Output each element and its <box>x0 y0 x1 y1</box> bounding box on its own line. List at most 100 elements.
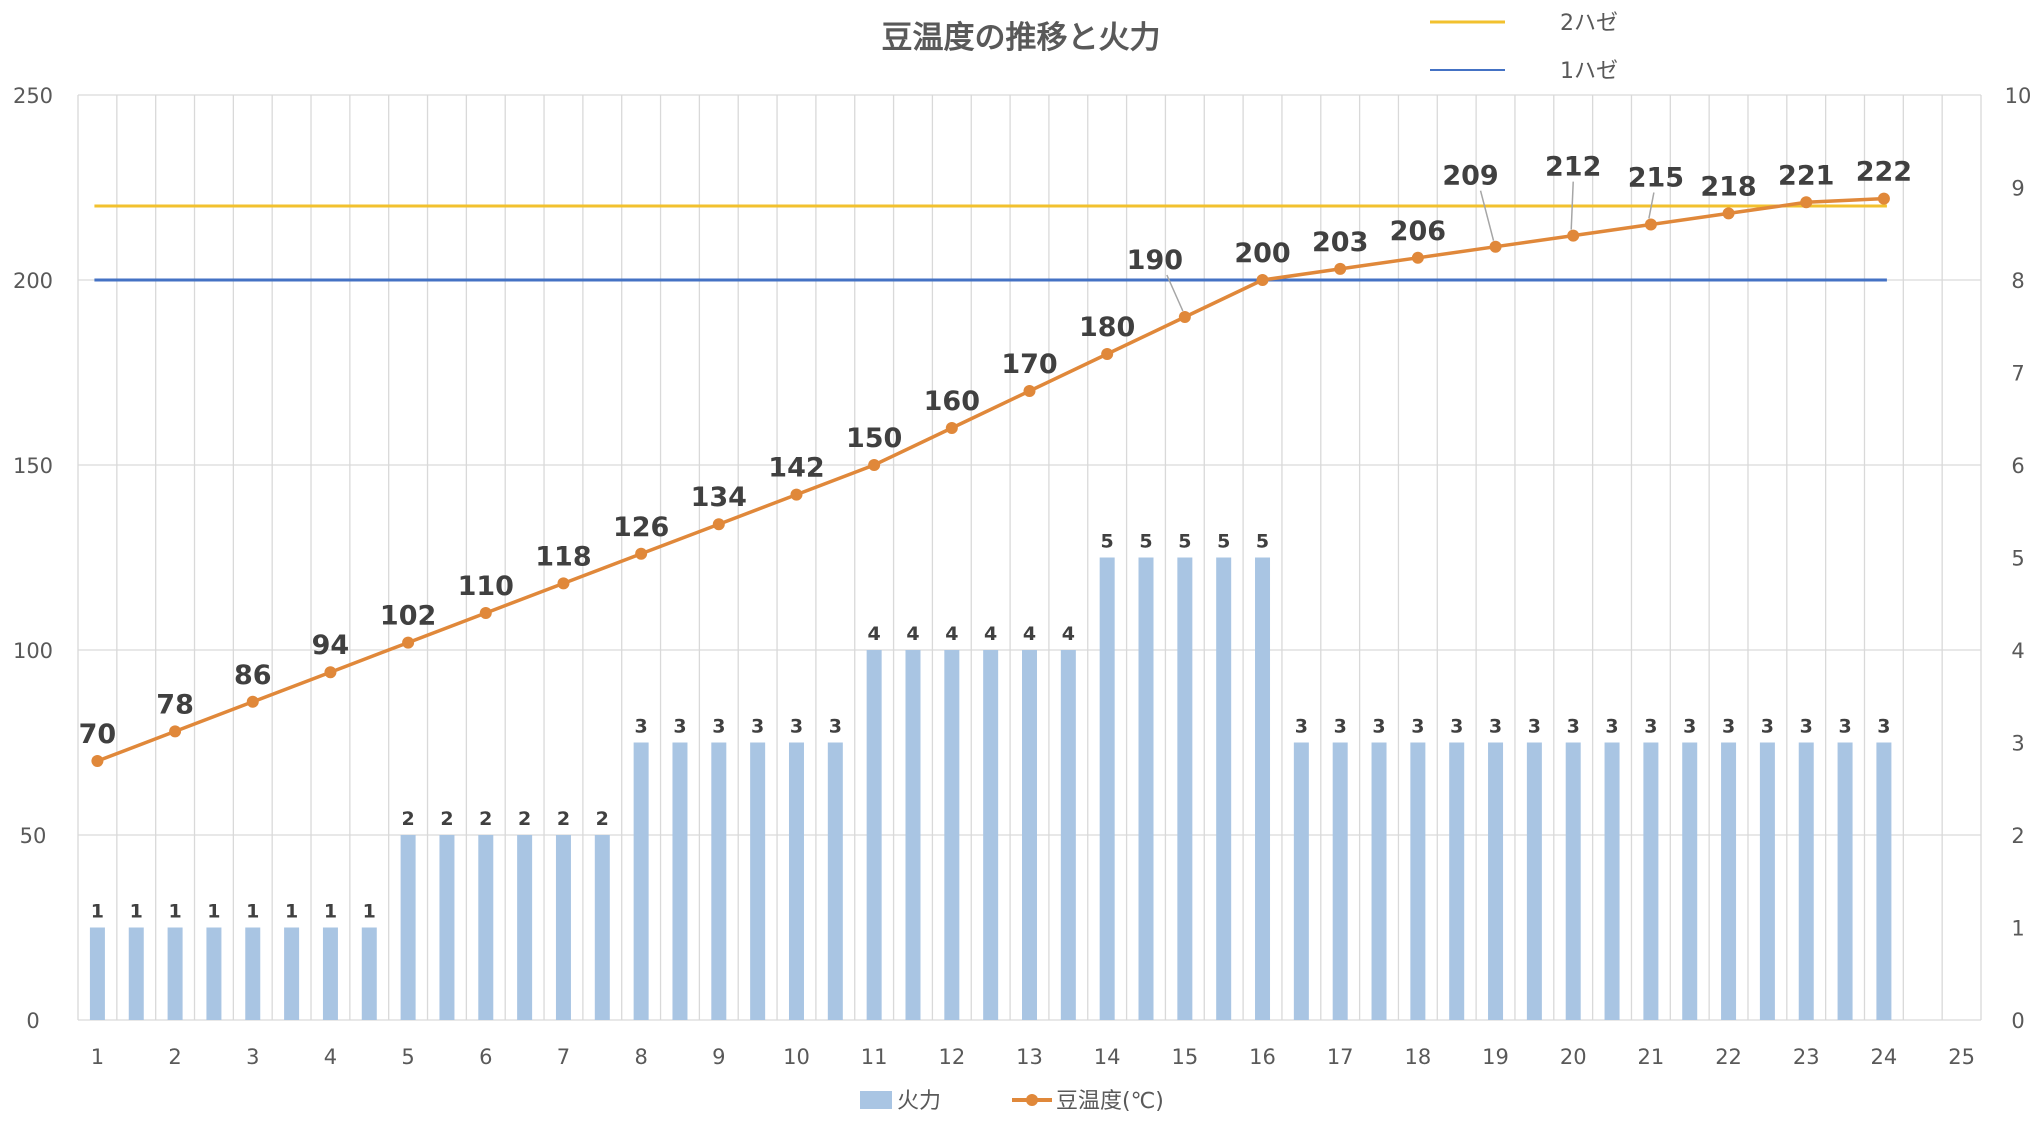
temperature-point <box>402 636 415 649</box>
fire-bar-label: 1 <box>168 901 181 923</box>
fire-bar-label: 1 <box>246 901 259 923</box>
fire-bar-label: 3 <box>1411 716 1424 738</box>
temperature-label: 86 <box>234 660 272 691</box>
x-tick-label: 3 <box>246 1045 259 1069</box>
x-tick-label: 12 <box>938 1045 965 1069</box>
y-right-tick-label: 0 <box>2011 1009 2024 1033</box>
x-tick-label: 10 <box>783 1045 810 1069</box>
fire-bar-label: 3 <box>635 716 648 738</box>
fire-bar-label: 4 <box>1062 623 1075 645</box>
fire-bar-label: 3 <box>1683 716 1696 738</box>
temperature-label: 200 <box>1234 238 1290 269</box>
fire-bar <box>400 835 416 1020</box>
fire-bar <box>1759 742 1775 1020</box>
temperature-point <box>1877 192 1890 205</box>
fire-bar <box>1488 742 1504 1020</box>
temperature-point <box>1023 385 1036 397</box>
fire-bar <box>1837 742 1853 1020</box>
fire-bar-label: 3 <box>1567 716 1580 738</box>
fire-bar-label: 5 <box>1256 531 1269 553</box>
fire-bar <box>1022 650 1037 1020</box>
fire-bar-label: 2 <box>518 808 531 830</box>
label-leader-line <box>1570 181 1574 230</box>
temperature-label: 150 <box>846 423 902 454</box>
x-tick-label: 21 <box>1638 1045 1665 1069</box>
fire-bar <box>167 927 183 1020</box>
fire-bar-label: 5 <box>1178 531 1191 553</box>
temperature-point <box>1178 311 1191 323</box>
fire-bar-label: 5 <box>1101 531 1114 553</box>
legend-2haze-label: 2ハゼ <box>1560 11 1618 36</box>
legend-fire-label: 火力 <box>897 1089 941 1114</box>
x-tick-label: 15 <box>1171 1045 1198 1069</box>
y-left-tick-label: 0 <box>26 1009 39 1033</box>
fire-bar-label: 2 <box>440 808 453 830</box>
fire-bar <box>555 835 571 1020</box>
temperature-label: 118 <box>535 541 591 572</box>
temperature-label: 209 <box>1442 161 1498 192</box>
temperature-point <box>868 459 881 471</box>
y-right-tick-label: 3 <box>2011 732 2024 756</box>
x-tick-label: 17 <box>1327 1045 1354 1069</box>
fire-bar-label: 3 <box>1761 716 1774 738</box>
fire-bar <box>1332 742 1348 1020</box>
temperature-label: 70 <box>79 719 117 750</box>
fire-bar <box>1371 742 1387 1020</box>
fire-bar <box>1255 557 1271 1020</box>
fire-bar <box>1721 742 1737 1020</box>
fire-bar-label: 4 <box>906 623 919 645</box>
fire-bar <box>1410 742 1426 1020</box>
fire-bar <box>1449 742 1465 1020</box>
fire-bar <box>1798 742 1814 1020</box>
fire-bar <box>1876 742 1892 1020</box>
temperature-polyline <box>96 196 1884 763</box>
temperature-point <box>1101 348 1114 360</box>
fire-bar <box>361 927 377 1020</box>
fire-bar-label: 4 <box>945 623 958 645</box>
temperature-label: 203 <box>1312 227 1368 258</box>
temperature-point <box>1800 196 1813 209</box>
fire-bar-label: 3 <box>1644 716 1657 738</box>
fire-bar-label: 1 <box>324 901 337 923</box>
x-tick-label: 23 <box>1793 1045 1820 1069</box>
legend-temp-label: 豆温度(℃) <box>1056 1089 1164 1114</box>
x-tick-label: 2 <box>168 1045 181 1069</box>
fire-bar <box>1177 557 1193 1020</box>
temperature-line <box>91 192 1890 767</box>
fire-bar <box>517 835 533 1020</box>
fire-bar <box>788 742 804 1020</box>
reference-lines <box>94 204 1887 282</box>
x-tick-label: 22 <box>1715 1045 1742 1069</box>
fire-bar <box>478 835 494 1020</box>
fire-bar-label: 3 <box>1295 716 1308 738</box>
x-tick-label: 4 <box>324 1045 337 1069</box>
fire-bar <box>1526 742 1542 1020</box>
y-right-tick-label: 10 <box>2005 84 2032 108</box>
fire-bar <box>711 742 727 1020</box>
fire-bar-label: 3 <box>1605 716 1618 738</box>
gridlines <box>77 94 1982 1021</box>
fire-bar-label: 3 <box>829 716 842 738</box>
x-tick-label: 13 <box>1016 1045 1043 1069</box>
temperature-point <box>557 577 570 590</box>
temperature-point <box>1567 229 1580 242</box>
data-labels: 1 1 1 1 1 1 1 12 2 2 2 2 23 3 3 3 3 34 4 4 4 4 45 5 5 5 53 3 3 3 3 3 3 3 3… <box>79 152 1912 923</box>
legend-fire-swatch <box>860 1091 892 1109</box>
y-right-tick-label: 5 <box>2011 547 2024 571</box>
y-right-tick-label: 7 <box>2011 362 2024 386</box>
fire-bar <box>1643 742 1659 1020</box>
fire-bar-label: 4 <box>984 623 997 645</box>
temperature-point <box>246 695 259 708</box>
x-tick-label: 8 <box>634 1045 647 1069</box>
temperature-label: 215 <box>1628 163 1684 194</box>
temperature-point <box>324 666 337 679</box>
temperature-label: 180 <box>1079 312 1135 343</box>
temperature-label: 190 <box>1127 245 1183 276</box>
y-left-tick-label: 200 <box>13 269 53 293</box>
x-tick-label: 16 <box>1249 1045 1276 1069</box>
temperature-label: 170 <box>1001 349 1057 380</box>
x-tick-label: 5 <box>401 1045 414 1069</box>
temperature-label: 221 <box>1778 160 1834 191</box>
fire-bar <box>594 835 610 1020</box>
temperature-point <box>1644 218 1657 231</box>
